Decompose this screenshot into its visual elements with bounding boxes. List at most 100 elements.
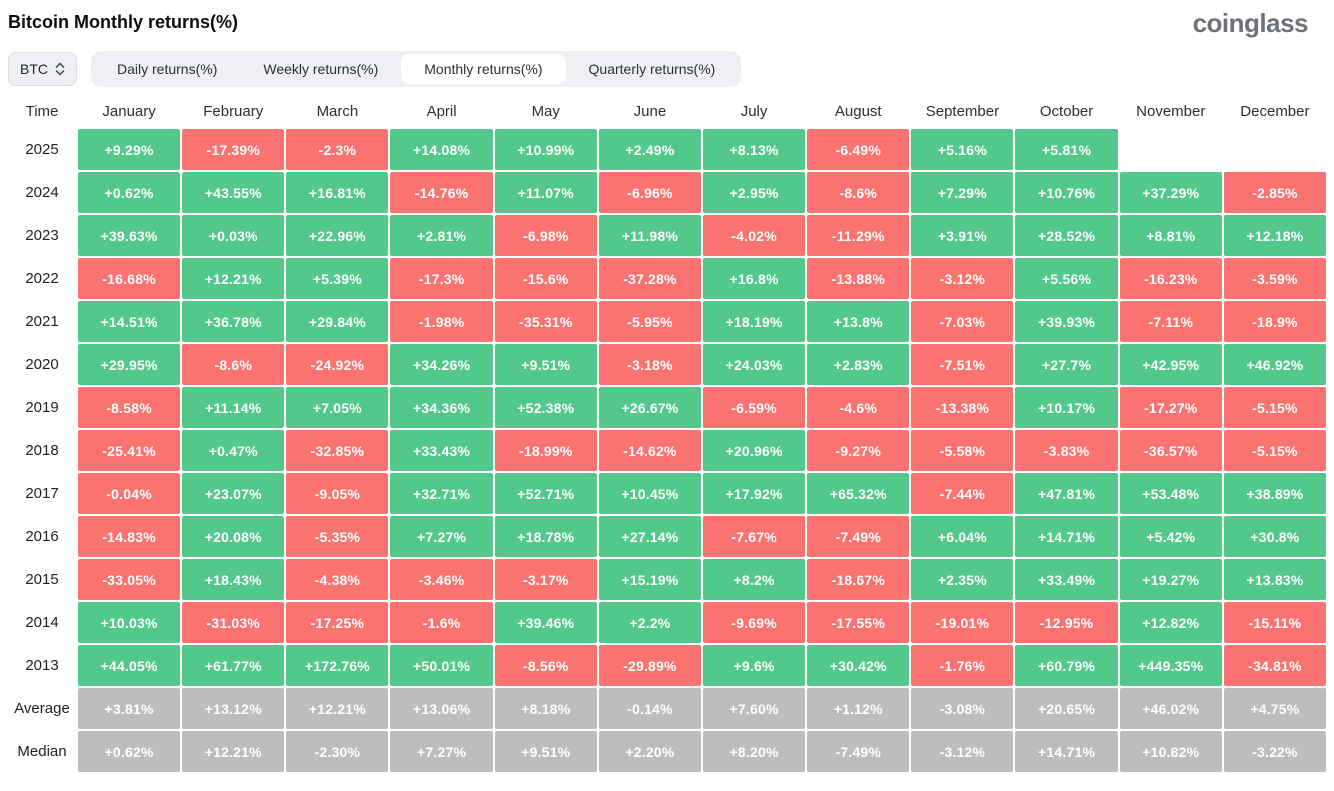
return-cell: -1.6%: [390, 602, 493, 643]
row-label: Average: [14, 700, 70, 717]
return-cell: +2.95%: [702, 172, 806, 213]
return-cell: +16.81%: [286, 172, 389, 213]
return-cell: -3.22%: [1223, 731, 1326, 772]
return-cell: -0.04%: [78, 473, 181, 514]
return-cell: +29.95%: [78, 344, 181, 385]
return-cell: +12.82%: [1119, 602, 1222, 643]
return-cell: +34.26%: [390, 344, 493, 385]
return-cell: -18.99%: [494, 430, 597, 471]
table-row: 2014 +10.03% -31.03% -17.25% -1.6% +39.46% +2.…: [8, 602, 1326, 643]
row-label: 2013: [25, 657, 59, 674]
return-cell: -17.39%: [182, 129, 285, 170]
return-cell: -6.49%: [807, 129, 910, 170]
return-cell: -11.29%: [807, 215, 910, 256]
return-cell: +20.65%: [1015, 688, 1118, 729]
column-header: May: [531, 103, 560, 120]
row-label: 2019: [25, 399, 59, 416]
column-header: January: [102, 103, 156, 120]
return-cell: -7.49%: [807, 731, 910, 772]
tab-weekly-returns[interactable]: Weekly returns(%): [263, 61, 379, 77]
coin-selector-value: BTC: [20, 61, 48, 77]
tab-quarterly-returns[interactable]: Quarterly returns(%): [588, 61, 716, 77]
return-cell: -17.27%: [1119, 387, 1222, 428]
return-cell: +10.99%: [494, 129, 597, 170]
return-cell: +13.06%: [390, 688, 493, 729]
table-row: 2017 -0.04% +23.07% -9.05% +32.71% +52.71% +10…: [8, 473, 1326, 514]
return-cell: +449.35%: [1119, 645, 1222, 686]
return-cell: +12.21%: [182, 731, 285, 772]
return-cell: -18.67%: [807, 559, 910, 600]
return-cell: -35.31%: [494, 301, 597, 342]
return-cell: -13.38%: [911, 387, 1014, 428]
return-cell: +13.12%: [182, 688, 285, 729]
row-label: 2024: [25, 184, 59, 201]
return-cell: +53.48%: [1119, 473, 1222, 514]
coin-selector[interactable]: BTC: [8, 52, 77, 86]
return-cell: +10.45%: [598, 473, 701, 514]
tab-monthly-returns[interactable]: Monthly returns(%): [401, 54, 566, 84]
return-cell: +8.2%: [702, 559, 806, 600]
return-cell: +9.51%: [494, 731, 597, 772]
return-cell: +13.83%: [1223, 559, 1326, 600]
return-cell: +14.51%: [78, 301, 181, 342]
return-cell: -14.83%: [78, 516, 181, 557]
coinglass-logo: coinglass: [1192, 8, 1309, 38]
return-cell: +172.76%: [286, 645, 389, 686]
row-label: 2020: [25, 356, 59, 373]
return-cell: -7.11%: [1119, 301, 1222, 342]
return-cell: +12.18%: [1223, 215, 1326, 256]
return-cell: +10.76%: [1015, 172, 1118, 213]
controls-bar: BTC Daily returns(%) Weekly returns(%) Mon…: [8, 51, 1334, 87]
return-cell: -8.58%: [78, 387, 181, 428]
return-cell: -1.98%: [390, 301, 493, 342]
time-column-header: Time: [25, 103, 59, 120]
return-cell: +10.17%: [1015, 387, 1118, 428]
return-cell: -9.69%: [702, 602, 806, 643]
return-cell: +6.04%: [911, 516, 1014, 557]
row-label: 2015: [25, 571, 59, 588]
return-cell: -24.92%: [286, 344, 389, 385]
table-row: Median +0.62% +12.21% -2.30% +7.27% +9.51% +2.…: [8, 731, 1326, 772]
return-cell: +0.47%: [182, 430, 285, 471]
return-cell: -3.17%: [494, 559, 597, 600]
return-cell: +43.55%: [182, 172, 285, 213]
page-header: Bitcoin Monthly returns(%) coinglass: [0, 0, 1334, 36]
return-cell: -34.81%: [1223, 645, 1326, 686]
return-cell: +8.20%: [702, 731, 806, 772]
tab-daily-returns[interactable]: Daily returns(%): [117, 61, 218, 77]
column-header: November: [1136, 103, 1206, 120]
column-header: December: [1240, 103, 1310, 120]
return-cell: +10.03%: [78, 602, 181, 643]
return-cell: +12.21%: [286, 688, 389, 729]
return-cell: +5.39%: [286, 258, 389, 299]
return-cell: +24.03%: [702, 344, 806, 385]
return-cell: +30.8%: [1223, 516, 1326, 557]
return-cell: +17.92%: [702, 473, 806, 514]
row-label: 2014: [25, 614, 59, 631]
return-cell: +28.52%: [1015, 215, 1118, 256]
return-cell: +7.27%: [390, 516, 493, 557]
row-label: 2021: [25, 313, 59, 330]
row-label: 2022: [25, 270, 59, 287]
table-row: 2018 -25.41% +0.47% -32.85% +33.43% -18.99% -1…: [8, 430, 1326, 471]
return-cell: +5.81%: [1015, 129, 1118, 170]
row-label: 2018: [25, 442, 59, 459]
return-cell: +10.82%: [1119, 731, 1222, 772]
return-cell: -29.89%: [598, 645, 701, 686]
table-row: 2013 +44.05% +61.77% +172.76% +50.01% -8.56% -…: [8, 645, 1326, 686]
return-cell: +20.08%: [182, 516, 285, 557]
return-cell: +3.91%: [911, 215, 1014, 256]
return-cell: -16.68%: [78, 258, 181, 299]
empty-cell: [1224, 129, 1326, 170]
return-cell: +9.29%: [78, 129, 181, 170]
return-cell: -19.01%: [911, 602, 1014, 643]
return-cell: -3.12%: [911, 731, 1014, 772]
return-cell: +39.93%: [1015, 301, 1118, 342]
return-cell: -14.76%: [390, 172, 493, 213]
return-cell: +8.18%: [494, 688, 597, 729]
return-cell: +26.67%: [598, 387, 701, 428]
return-cell: +5.42%: [1119, 516, 1222, 557]
column-header: October: [1039, 103, 1094, 120]
column-header: June: [633, 103, 667, 120]
return-cell: +11.14%: [182, 387, 285, 428]
